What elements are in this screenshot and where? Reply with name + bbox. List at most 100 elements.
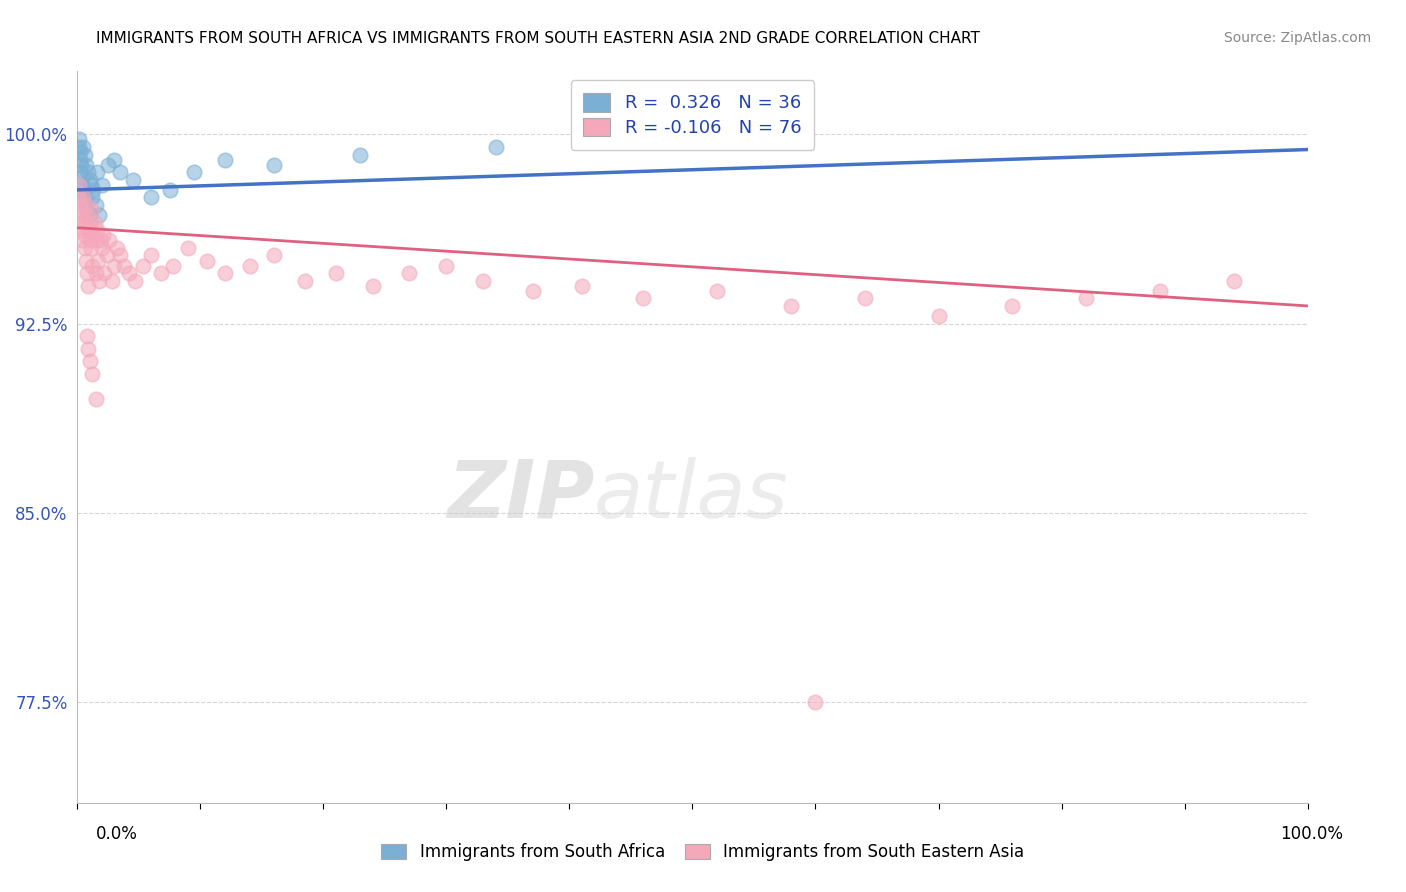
Point <box>93 266 115 280</box>
Point <box>70 233 93 247</box>
Point <box>195 253 218 268</box>
Point <box>1001 299 1024 313</box>
Point <box>124 274 146 288</box>
Point <box>77 165 100 179</box>
Point <box>472 274 495 288</box>
Point <box>263 248 285 262</box>
Point <box>84 392 107 407</box>
Point <box>571 278 593 293</box>
Point <box>73 228 96 243</box>
Point <box>90 178 114 192</box>
Point <box>70 178 93 192</box>
Legend: R =  0.326   N = 36, R = -0.106   N = 76: R = 0.326 N = 36, R = -0.106 N = 76 <box>571 80 814 150</box>
Point <box>73 241 96 255</box>
Point <box>80 178 103 192</box>
Point <box>79 354 101 368</box>
Point <box>67 190 90 204</box>
Point <box>67 178 90 192</box>
Point <box>82 190 104 204</box>
Point <box>69 208 91 222</box>
Point <box>70 203 93 218</box>
Point <box>82 183 104 197</box>
Point <box>69 145 91 159</box>
Point <box>96 248 118 262</box>
Point <box>73 147 96 161</box>
Point <box>780 299 803 313</box>
Point <box>79 208 101 222</box>
Point <box>76 266 98 280</box>
Text: 0.0%: 0.0% <box>96 825 138 843</box>
Point <box>103 259 125 273</box>
Point <box>76 203 98 218</box>
Point <box>72 190 94 204</box>
Point <box>159 183 181 197</box>
Point <box>84 198 107 212</box>
Point <box>72 216 94 230</box>
Point <box>82 203 104 218</box>
Point <box>804 695 827 709</box>
Point <box>77 278 100 293</box>
Point <box>67 132 90 146</box>
Point <box>214 266 236 280</box>
Point <box>70 216 93 230</box>
Point <box>633 291 655 305</box>
Point <box>1223 274 1246 288</box>
Point <box>436 259 458 273</box>
Point <box>522 284 544 298</box>
Point <box>162 259 184 273</box>
Point <box>1076 291 1098 305</box>
Point <box>75 253 97 268</box>
Point <box>90 233 112 247</box>
Point <box>98 233 121 247</box>
Point <box>82 259 104 273</box>
Point <box>70 170 93 185</box>
Point <box>84 233 107 247</box>
Text: 100.0%: 100.0% <box>1279 825 1343 843</box>
Point <box>75 198 97 212</box>
Point <box>73 190 96 204</box>
Point <box>103 153 125 167</box>
Point <box>110 165 132 179</box>
Point <box>69 153 91 167</box>
Point <box>79 173 101 187</box>
Point <box>101 274 124 288</box>
Point <box>67 140 90 154</box>
Point <box>112 259 135 273</box>
Point <box>80 223 103 237</box>
Point <box>86 223 108 237</box>
Point <box>294 274 316 288</box>
Point <box>131 259 153 273</box>
Point <box>141 248 163 262</box>
Point <box>76 208 98 222</box>
Point <box>82 228 104 243</box>
Point <box>105 241 128 255</box>
Point <box>70 158 93 172</box>
Text: Source: ZipAtlas.com: Source: ZipAtlas.com <box>1223 31 1371 45</box>
Point <box>75 158 97 172</box>
Point <box>79 216 101 230</box>
Point <box>214 153 236 167</box>
Point <box>150 266 173 280</box>
Text: ZIP: ZIP <box>447 457 595 534</box>
Point <box>89 208 111 222</box>
Point <box>141 190 163 204</box>
Text: IMMIGRANTS FROM SOUTH AFRICA VS IMMIGRANTS FROM SOUTH EASTERN ASIA 2ND GRADE COR: IMMIGRANTS FROM SOUTH AFRICA VS IMMIGRAN… <box>96 31 980 46</box>
Point <box>87 253 110 268</box>
Point <box>361 278 384 293</box>
Point <box>110 248 132 262</box>
Point <box>183 165 205 179</box>
Point <box>91 228 114 243</box>
Point <box>80 241 103 255</box>
Point <box>79 233 101 247</box>
Point <box>706 284 728 298</box>
Point <box>69 198 91 212</box>
Text: atlas: atlas <box>595 457 789 534</box>
Point <box>928 309 950 323</box>
Point <box>86 165 108 179</box>
Point <box>72 183 94 197</box>
Point <box>97 158 120 172</box>
Point <box>75 198 97 212</box>
Point <box>1149 284 1171 298</box>
Point <box>82 367 104 381</box>
Point <box>485 140 508 154</box>
